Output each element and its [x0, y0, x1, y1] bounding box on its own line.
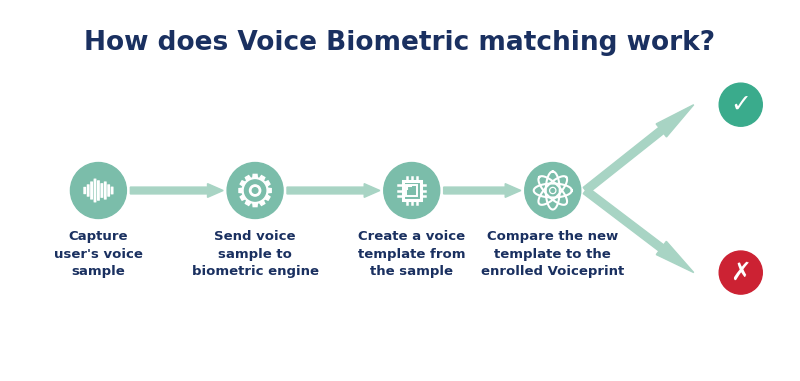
FancyBboxPatch shape [90, 181, 93, 200]
Text: Compare the new
template to the
enrolled Voiceprint: Compare the new template to the enrolled… [481, 230, 624, 278]
Text: Create a voice
template from
the sample: Create a voice template from the sample [358, 230, 466, 278]
Circle shape [525, 163, 581, 218]
Circle shape [550, 187, 556, 194]
FancyArrow shape [444, 184, 521, 197]
FancyBboxPatch shape [83, 187, 86, 194]
Circle shape [719, 251, 762, 294]
FancyBboxPatch shape [104, 181, 106, 200]
Circle shape [250, 185, 261, 196]
Circle shape [252, 188, 258, 193]
FancyBboxPatch shape [101, 183, 103, 198]
Text: Send voice
sample to
biometric engine: Send voice sample to biometric engine [191, 230, 318, 278]
Circle shape [227, 163, 283, 218]
Polygon shape [239, 174, 271, 207]
FancyArrow shape [583, 105, 694, 194]
FancyBboxPatch shape [97, 180, 100, 201]
FancyBboxPatch shape [110, 187, 114, 194]
FancyBboxPatch shape [107, 184, 110, 197]
FancyBboxPatch shape [86, 184, 90, 197]
Circle shape [384, 163, 440, 218]
Circle shape [719, 83, 762, 126]
FancyArrow shape [583, 187, 694, 272]
FancyArrow shape [130, 184, 223, 197]
Bar [406, 185, 418, 196]
Text: ✗: ✗ [730, 261, 751, 285]
FancyArrow shape [287, 184, 380, 197]
FancyBboxPatch shape [94, 179, 97, 202]
Text: ✓: ✓ [730, 93, 751, 117]
Text: How does Voice Biometric matching work?: How does Voice Biometric matching work? [85, 30, 715, 56]
Circle shape [70, 163, 126, 218]
Circle shape [245, 180, 266, 201]
Text: Capture
user's voice
sample: Capture user's voice sample [54, 230, 143, 278]
Circle shape [551, 189, 554, 192]
Bar [402, 181, 421, 200]
